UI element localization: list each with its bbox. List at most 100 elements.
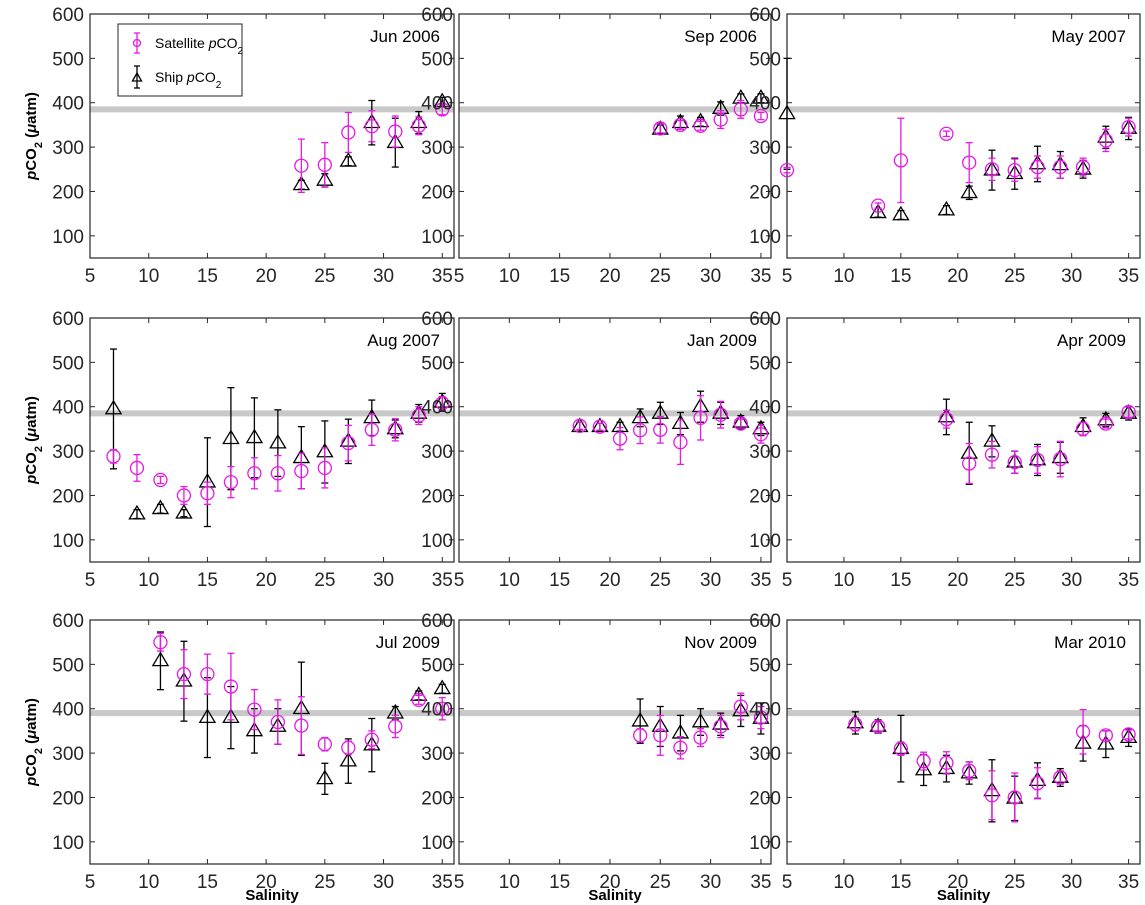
satellite-point xyxy=(341,125,356,140)
y-tick-label: 500 xyxy=(52,655,84,676)
legend-ship-label: Ship pCO2 xyxy=(155,69,222,91)
x-tick-label: 25 xyxy=(650,872,671,893)
y-tick-label: 300 xyxy=(421,442,453,463)
y-tick-label: 300 xyxy=(52,744,84,765)
panel-apr-2009: 5 10 15 20 25 30 35 100 200 300 400 500 600 Apr 2009 xyxy=(749,309,1141,591)
axes-frame xyxy=(89,317,455,563)
x-tick-label: 25 xyxy=(650,266,671,287)
ship-point xyxy=(339,152,358,167)
y-axis-label: pCO2 (μatm) xyxy=(23,396,45,485)
satellite-point xyxy=(633,423,648,438)
panel-mar-2010: 5 10 15 20 25 30 35 100 200 300 400 500 600 Mar 2010 S… xyxy=(749,611,1141,904)
satellite-point xyxy=(317,737,332,752)
satellite-point xyxy=(411,118,426,133)
x-tick-label: 15 xyxy=(197,872,218,893)
x-tick-label: 10 xyxy=(833,570,854,591)
y-tick-label: 200 xyxy=(421,788,453,809)
satellite-point xyxy=(939,755,954,771)
y-tick-label: 200 xyxy=(52,486,84,507)
x-tick-label: 10 xyxy=(499,570,520,591)
satellite-point xyxy=(572,418,587,433)
axes-frame xyxy=(458,13,772,259)
y-tick-label: 500 xyxy=(421,353,453,374)
satellite-point xyxy=(713,407,728,422)
ship-point xyxy=(222,708,240,724)
x-tick-label: 5 xyxy=(454,266,465,287)
x-tick-label: 25 xyxy=(1004,266,1025,287)
ship-point xyxy=(198,708,217,724)
x-tick-label: 35 xyxy=(1118,266,1139,287)
x-tick-label: 30 xyxy=(1061,266,1082,287)
x-tick-label: 10 xyxy=(833,266,854,287)
x-tick-label: 35 xyxy=(1118,872,1139,893)
satellite-point xyxy=(653,121,668,136)
x-tick-label: 5 xyxy=(782,266,793,287)
satellite-point xyxy=(1121,404,1136,420)
ship-point xyxy=(245,721,264,737)
satellite-point xyxy=(962,155,977,170)
y-tick-label: 200 xyxy=(421,486,453,507)
y-tick-label: 400 xyxy=(421,700,453,721)
axes-frame xyxy=(458,317,772,563)
y-tick-label: 500 xyxy=(52,49,84,70)
satellite-point xyxy=(1075,724,1091,739)
satellite-point xyxy=(364,732,379,747)
y-axis-label: pCO2 (μatm) xyxy=(23,698,45,787)
satellite-point xyxy=(693,410,708,425)
x-tick-label: 15 xyxy=(197,266,218,287)
ship-point xyxy=(591,417,609,433)
axes-frame xyxy=(786,619,1141,865)
satellite-point xyxy=(176,488,192,503)
ship-point xyxy=(937,200,956,216)
satellite-point xyxy=(753,108,769,124)
x-tick-label: 35 xyxy=(750,872,771,893)
satellite-point xyxy=(388,422,403,437)
satellite-point xyxy=(1030,452,1045,468)
y-tick-label: 200 xyxy=(421,182,453,203)
x-tick-label: 15 xyxy=(549,266,570,287)
ship-point xyxy=(571,417,589,433)
y-tick-label: 200 xyxy=(52,788,84,809)
y-tick-label: 600 xyxy=(749,5,781,26)
satellite-point xyxy=(435,102,450,117)
y-tick-label: 500 xyxy=(749,49,781,70)
panel-nov-2009: 5 10 15 20 25 30 35 100 200 300 400 500 600 Nov 2009 S… xyxy=(421,611,772,904)
ship-point xyxy=(691,712,710,728)
x-tick-label: 5 xyxy=(85,266,96,287)
y-tick-label: 400 xyxy=(52,398,84,419)
x-tick-label: 5 xyxy=(782,570,793,591)
panel-title: Aug 2007 xyxy=(367,331,440,350)
x-tick-label: 15 xyxy=(890,266,911,287)
satellite-point xyxy=(939,126,954,141)
ship-point xyxy=(316,769,334,785)
x-tick-label: 35 xyxy=(432,570,453,591)
satellite-point xyxy=(733,416,748,431)
y-tick-label: 300 xyxy=(421,744,453,765)
y-tick-label: 200 xyxy=(749,486,781,507)
satellite-point xyxy=(673,435,688,450)
legend-box xyxy=(117,23,243,97)
x-tick-label: 10 xyxy=(499,872,520,893)
satellite-point xyxy=(1075,421,1091,437)
satellite-point xyxy=(673,740,688,755)
y-axis-label: pCO2 (μatm) xyxy=(23,92,45,181)
x-tick-label: 35 xyxy=(750,266,771,287)
y-tick-label: 100 xyxy=(749,833,781,854)
panel-sep-2006: 5 10 15 20 25 30 35 100 200 300 400 500 600 Sep 2006 xyxy=(421,5,772,287)
satellite-point xyxy=(693,730,708,745)
satellite-point xyxy=(153,472,168,488)
satellite-point xyxy=(733,102,748,117)
satellite-point xyxy=(612,431,628,446)
satellite-point xyxy=(753,710,769,725)
x-tick-label: 30 xyxy=(1061,570,1082,591)
x-tick-label: 25 xyxy=(314,570,335,591)
satellite-point xyxy=(984,447,1000,462)
satellite-point xyxy=(984,162,1000,177)
satellite-point xyxy=(200,486,215,501)
legend-satellite-label: Satellite pCO2 xyxy=(155,35,244,57)
ship-point xyxy=(1097,734,1115,750)
x-tick-label: 35 xyxy=(1118,570,1139,591)
panel-title: Jan 2009 xyxy=(687,331,757,350)
satellite-point xyxy=(411,408,426,423)
